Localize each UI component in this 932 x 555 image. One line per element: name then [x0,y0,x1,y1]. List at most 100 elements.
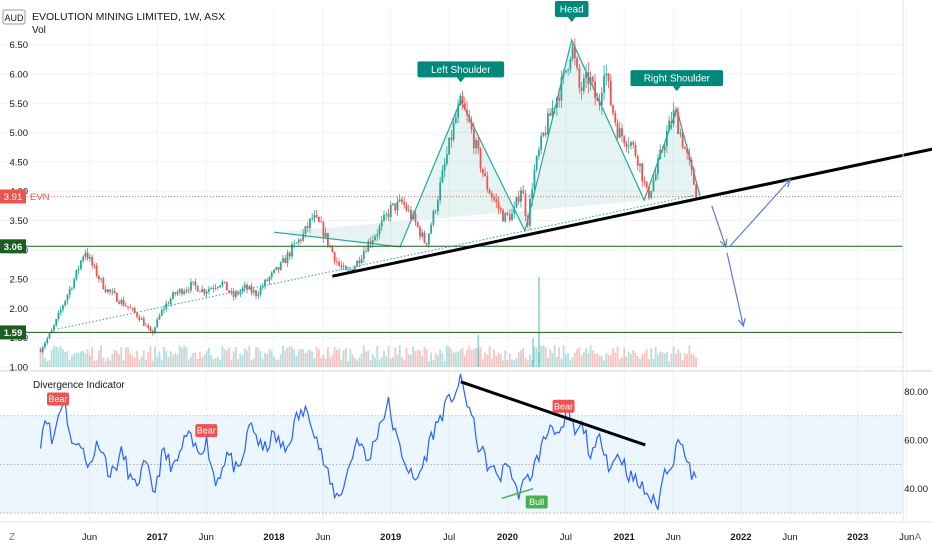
candle-body [625,143,628,147]
volume-bar [403,360,406,367]
volume-bar [118,354,120,367]
volume-bar [555,356,558,367]
candle-body [120,299,123,304]
candle-body [499,208,502,210]
volume-bar [358,357,361,367]
candle-body [412,213,415,219]
volume-bar [504,350,507,367]
volume-bar [120,347,123,367]
volume-bar [313,358,316,367]
price-tick-label: 6.50 [10,40,29,51]
candle-body [232,291,235,297]
volume-bar [643,353,646,367]
candle-body [349,269,352,270]
candle-body [603,75,605,93]
candle-body [533,169,536,190]
candle-body [71,288,73,289]
candle-body [252,290,255,293]
volume-bar [544,347,547,367]
volume-bar [531,360,534,367]
time-axis[interactable]: Jun 2017 Jun 2018 Jun 2019 Jul 2020 Jul 2021 Jun 20… [82,532,915,543]
volume-bar [636,355,639,367]
candle-body [567,69,570,71]
volume-bar [230,359,233,367]
volume-bar [439,349,442,367]
candle-body [578,67,581,88]
candle-body [174,292,177,294]
volume-bar [268,349,271,367]
volume-bar [589,345,592,367]
volume-bar [513,360,516,367]
price-tick-label: 1.00 [10,363,29,374]
volume-bar [639,359,641,367]
volume-bar [562,345,565,367]
candle-body [441,170,444,183]
candle-body [580,87,583,91]
candle-body [542,132,545,136]
volume-bar [394,347,397,367]
volume-bar [591,350,594,367]
candle-body [88,257,91,259]
candle-body [230,291,233,293]
volume-bar [425,349,428,367]
volume-bar [367,350,370,367]
candle-body [199,291,201,293]
volume-bar [127,347,129,367]
candle-body [104,289,107,293]
volume-bar [333,347,336,367]
volume-bar [270,350,273,367]
volume-bar [115,351,118,367]
volume-bar [657,354,659,367]
candle-body [623,136,626,144]
volume-bar [526,360,529,367]
volume-bar [219,360,222,367]
candle-body [239,291,242,295]
volume-bar [84,352,87,367]
candle-body [158,315,161,320]
price-pane[interactable]: Left Shoulder Head Right Shoulder [0,1,932,521]
volume-bar [291,347,293,367]
candle-body [277,267,280,270]
indicator-pane[interactable]: Bear Bear Bear Bull [0,373,903,514]
time-tick-label: 2017 [147,532,168,543]
candle-body [124,305,127,307]
candle-body [284,258,287,264]
candle-body [340,265,343,267]
candle-body [185,290,188,292]
candle-body [331,246,334,253]
currency-badge[interactable] [2,9,26,25]
volume-bar [560,358,563,367]
candle-body [524,193,527,217]
volume-bar [302,349,305,367]
volume-bar [41,350,44,367]
candle-body [632,142,635,145]
volume-bar [190,356,192,367]
volume-label: Vol [32,25,46,36]
volume-bar [596,353,599,367]
candle-body [291,244,293,257]
volume-bar [686,353,689,367]
volume-bar [362,345,365,367]
volume-bar [632,350,635,367]
volume-bar [414,350,417,367]
candle-body [234,292,237,297]
candle-body [165,303,168,309]
last-price-ticker: EVN [30,192,50,203]
candle-body [609,80,612,106]
volume-bar [475,347,477,367]
volume-bar [551,352,554,367]
volume-bar [320,357,323,367]
auto-scale-button[interactable]: A [915,532,922,543]
indicator-tick-label: 60.00 [904,436,928,447]
zoom-toggle-icon[interactable]: Z [9,532,15,543]
candle-body [641,163,644,182]
pattern-label-box [554,1,589,18]
candle-body [672,109,675,124]
volume-bar [167,356,170,367]
candle-body [255,290,257,296]
candle-body [169,298,172,304]
volume-bar [104,360,107,367]
volume-bar [88,355,91,367]
level-tag-value: 3.06 [4,242,23,253]
indicator-tick-label: 80.00 [904,387,928,398]
